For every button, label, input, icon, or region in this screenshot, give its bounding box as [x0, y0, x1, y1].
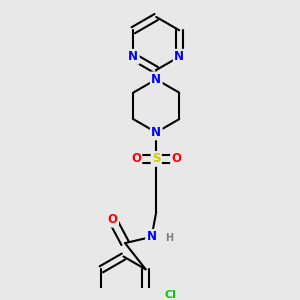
Text: H: H	[165, 233, 173, 243]
Text: N: N	[151, 126, 161, 139]
Text: N: N	[147, 230, 157, 243]
Text: O: O	[108, 213, 118, 226]
Text: N: N	[128, 50, 138, 63]
Text: Cl: Cl	[165, 290, 176, 300]
Text: O: O	[131, 152, 141, 165]
Text: O: O	[172, 152, 182, 165]
Text: N: N	[151, 73, 161, 86]
Text: S: S	[152, 152, 160, 165]
Text: N: N	[174, 50, 184, 63]
